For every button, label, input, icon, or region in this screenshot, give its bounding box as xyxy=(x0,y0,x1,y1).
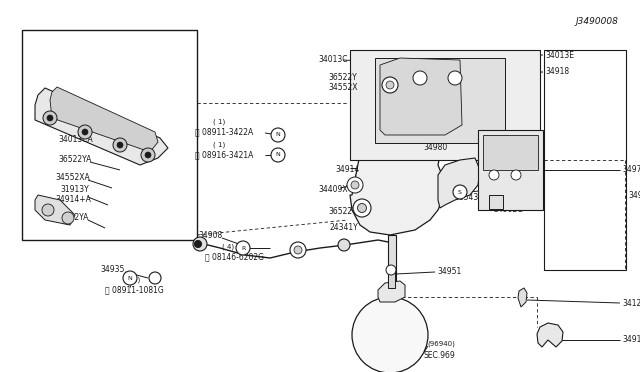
Circle shape xyxy=(113,138,127,152)
Polygon shape xyxy=(537,323,563,347)
Circle shape xyxy=(47,115,53,121)
Text: S: S xyxy=(458,189,462,195)
Text: (96940): (96940) xyxy=(427,341,455,347)
Polygon shape xyxy=(378,281,405,302)
Circle shape xyxy=(347,177,363,193)
Text: 34902: 34902 xyxy=(628,190,640,199)
Text: 34013EA: 34013EA xyxy=(55,113,89,122)
Bar xyxy=(388,235,396,315)
Text: 34914: 34914 xyxy=(335,166,359,174)
Text: 36522Y: 36522Y xyxy=(328,74,356,83)
Circle shape xyxy=(123,271,137,285)
Circle shape xyxy=(489,170,499,180)
Text: ( 1): ( 1) xyxy=(213,119,225,125)
Circle shape xyxy=(195,241,202,247)
Text: 34552X: 34552X xyxy=(328,83,358,93)
Text: 34970: 34970 xyxy=(622,166,640,174)
Circle shape xyxy=(271,148,285,162)
Circle shape xyxy=(193,237,207,251)
Circle shape xyxy=(453,185,467,199)
Text: 34910: 34910 xyxy=(622,336,640,344)
Bar xyxy=(489,195,503,209)
Circle shape xyxy=(294,246,302,254)
Circle shape xyxy=(62,212,74,224)
Text: 34013CA: 34013CA xyxy=(58,135,93,144)
Polygon shape xyxy=(35,88,168,165)
Text: 34013E: 34013E xyxy=(545,51,574,60)
Text: 34409X: 34409X xyxy=(318,186,348,195)
Text: 34908: 34908 xyxy=(198,231,222,240)
Circle shape xyxy=(386,265,396,275)
Bar xyxy=(388,270,395,288)
Text: 34950M: 34950M xyxy=(432,100,463,109)
Circle shape xyxy=(353,199,371,217)
Text: 34126X: 34126X xyxy=(622,298,640,308)
Text: Ⓡ 08146-6202G: Ⓡ 08146-6202G xyxy=(205,253,264,262)
Text: 34918: 34918 xyxy=(545,67,569,77)
Text: ( 1): ( 1) xyxy=(455,184,467,190)
Polygon shape xyxy=(350,120,445,235)
Circle shape xyxy=(352,297,428,372)
Text: N: N xyxy=(276,153,280,157)
Text: 34980: 34980 xyxy=(424,144,448,153)
Text: SEC.969: SEC.969 xyxy=(424,350,456,359)
Circle shape xyxy=(42,204,54,216)
Text: ( 4): ( 4) xyxy=(222,244,234,250)
Text: 24341Y: 24341Y xyxy=(330,224,359,232)
Text: N: N xyxy=(276,132,280,138)
Circle shape xyxy=(382,77,398,93)
Text: 34013C: 34013C xyxy=(318,55,348,64)
Text: 34552XA: 34552XA xyxy=(55,173,90,183)
Circle shape xyxy=(338,239,350,251)
Polygon shape xyxy=(50,87,158,152)
Circle shape xyxy=(82,129,88,135)
Circle shape xyxy=(271,128,285,142)
Bar xyxy=(375,58,505,143)
Bar xyxy=(544,50,626,270)
Text: Ⓢ 08543-31000: Ⓢ 08543-31000 xyxy=(447,192,505,202)
Bar xyxy=(350,50,540,160)
Circle shape xyxy=(358,203,367,212)
Circle shape xyxy=(149,272,161,284)
Text: 34902G: 34902G xyxy=(493,205,523,215)
Circle shape xyxy=(78,125,92,139)
Text: Ⓡ 08911-3422A: Ⓡ 08911-3422A xyxy=(195,128,253,137)
Text: 31913Y: 31913Y xyxy=(60,186,89,195)
Circle shape xyxy=(145,152,151,158)
Text: 36522YA: 36522YA xyxy=(58,155,92,164)
Polygon shape xyxy=(35,195,75,225)
Polygon shape xyxy=(380,58,462,135)
Circle shape xyxy=(117,142,123,148)
Circle shape xyxy=(511,170,521,180)
Text: J3490008: J3490008 xyxy=(575,17,618,26)
Text: Ⓡ 08916-3421A: Ⓡ 08916-3421A xyxy=(195,151,253,160)
Circle shape xyxy=(448,71,462,85)
Text: 36522Y: 36522Y xyxy=(328,208,356,217)
Text: ( 1): ( 1) xyxy=(128,277,140,283)
Circle shape xyxy=(43,111,57,125)
Circle shape xyxy=(351,181,359,189)
Polygon shape xyxy=(438,158,480,208)
Circle shape xyxy=(290,242,306,258)
Circle shape xyxy=(413,71,427,85)
Text: 34914+A: 34914+A xyxy=(55,196,91,205)
Circle shape xyxy=(141,148,155,162)
Text: 34951: 34951 xyxy=(437,267,461,276)
Polygon shape xyxy=(518,288,527,307)
Text: R: R xyxy=(241,246,245,250)
Text: 36522YA: 36522YA xyxy=(55,214,88,222)
Bar xyxy=(22,30,197,240)
Bar xyxy=(478,130,543,210)
Bar xyxy=(483,135,538,170)
Circle shape xyxy=(236,241,250,255)
Text: N: N xyxy=(127,276,132,280)
Text: Ⓡ 08911-1081G: Ⓡ 08911-1081G xyxy=(105,285,164,295)
Text: 34935: 34935 xyxy=(100,266,124,275)
Text: ( 1): ( 1) xyxy=(213,142,225,148)
Circle shape xyxy=(386,81,394,89)
